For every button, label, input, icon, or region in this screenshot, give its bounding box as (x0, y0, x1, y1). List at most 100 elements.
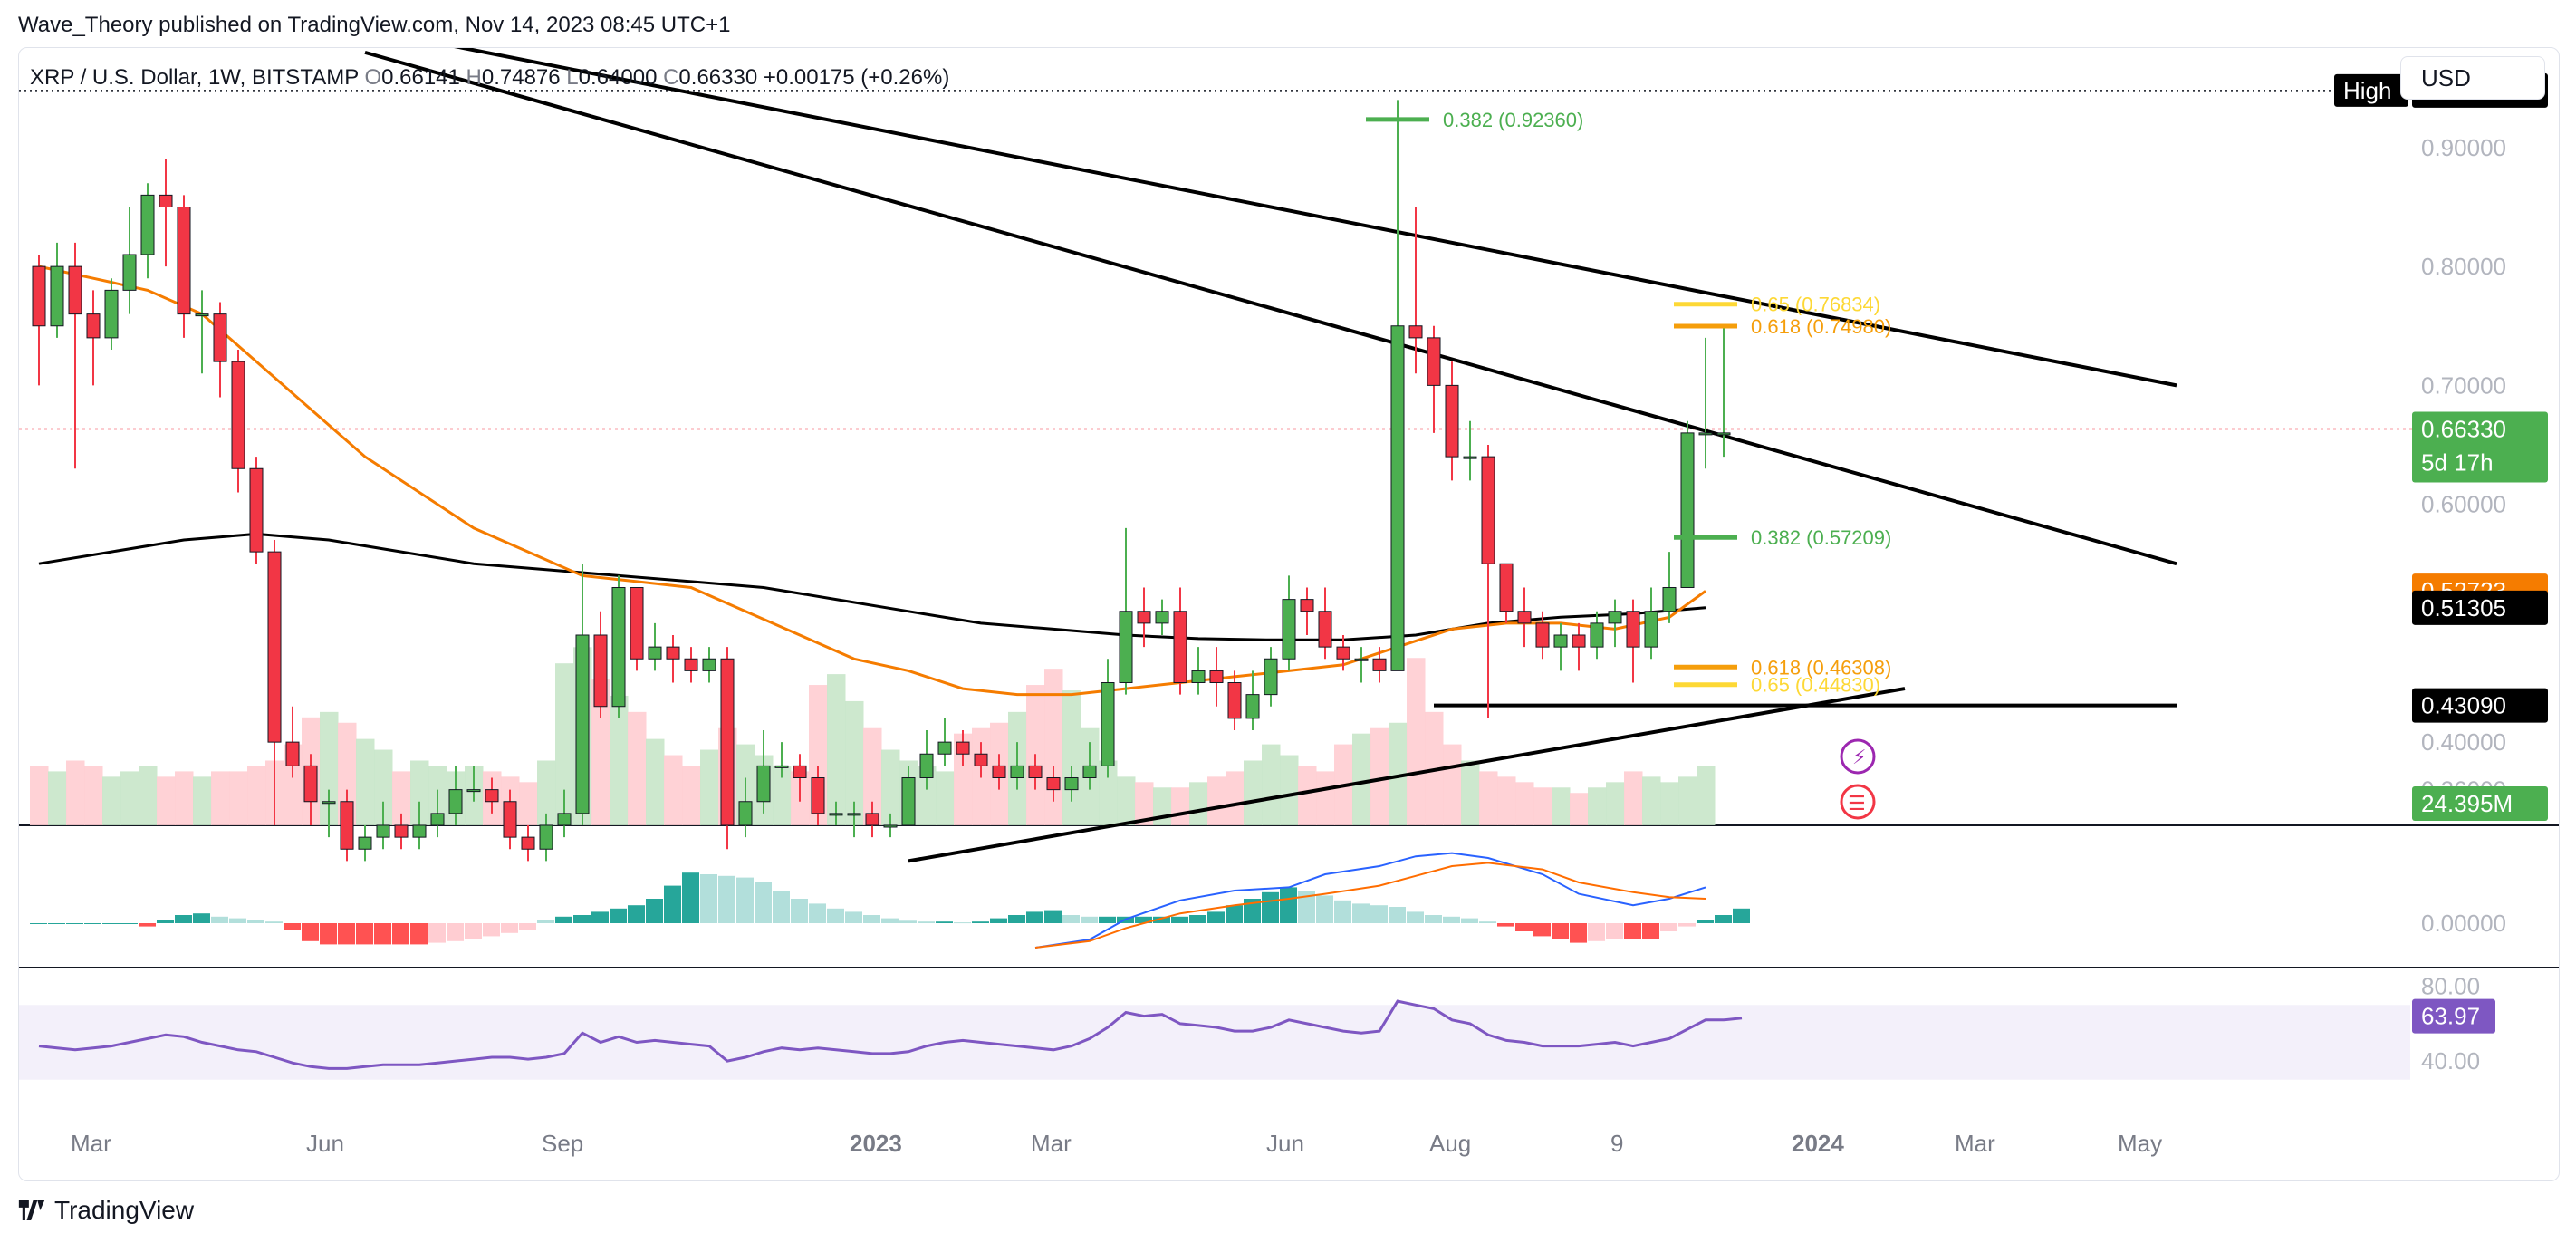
candle (702, 658, 716, 671)
macd-bar (1334, 900, 1351, 923)
macd-bar (356, 923, 373, 945)
candle (793, 765, 807, 778)
candle (1572, 634, 1586, 648)
volume-bar (338, 722, 357, 825)
time-tick: Mar (71, 1130, 111, 1157)
volume-bar (664, 755, 683, 825)
macd-bar (936, 921, 953, 923)
macd-bar (139, 923, 156, 927)
volume-bar (1588, 787, 1607, 825)
macd-bar (320, 923, 337, 945)
fib-label: 0.65 (0.44830) (1751, 674, 1880, 697)
macd-bar (736, 877, 754, 923)
candle (1535, 622, 1550, 648)
volume-bar (1389, 722, 1408, 825)
price-marker (2412, 411, 2548, 483)
macd-bar (537, 920, 554, 923)
volume-bar (1606, 782, 1625, 825)
volume-bar (1044, 669, 1063, 825)
candle (466, 789, 481, 793)
volume-bar (30, 766, 49, 825)
macd-bar (1642, 923, 1659, 939)
macd-bar (809, 903, 826, 923)
rsi-tick: 40.00 (2421, 1047, 2480, 1074)
ohlc-part: O (364, 65, 381, 90)
us-flag-icon: ☰ (1848, 793, 1866, 815)
candle (1064, 777, 1079, 791)
macd-bar (1352, 903, 1370, 923)
volume-bar (1697, 766, 1716, 825)
macd-bar (1008, 915, 1025, 923)
candle (50, 265, 64, 327)
currency-button[interactable]: USD (2400, 56, 2545, 100)
price-marker-value: 0.43090 (2421, 692, 2506, 719)
candle (159, 194, 173, 207)
candle (593, 634, 608, 708)
macd-bar (465, 923, 482, 939)
macd-bar (265, 921, 283, 923)
volume-bar (102, 776, 121, 825)
time-tick: Mar (1031, 1130, 1072, 1157)
macd-bar (247, 920, 264, 923)
macd-bar (1515, 923, 1533, 931)
volume-bar (1171, 787, 1190, 825)
macd-bar (1135, 916, 1152, 923)
macd-bar (84, 923, 101, 924)
volume-bar (1262, 744, 1281, 825)
macd-bar (845, 911, 862, 923)
volume-bar (1117, 776, 1136, 825)
price-tick: 0.40000 (2421, 728, 2506, 756)
macd-bar (1479, 921, 1496, 923)
candle (883, 824, 898, 828)
volume-bar (410, 760, 429, 825)
volume-bar (193, 776, 212, 825)
macd-bar (229, 918, 246, 923)
macd-line (1034, 852, 1706, 949)
macd-bar (1660, 923, 1677, 931)
candle (1716, 432, 1731, 436)
macd-bar (175, 915, 192, 923)
candle (1173, 611, 1187, 683)
volume-bar (48, 771, 67, 825)
macd-bar (899, 920, 917, 923)
price-chart[interactable]: 0.382 (0.92360) 0.65 (0.76834)0.618 (0.74… (19, 48, 2559, 1180)
macd-bar (1262, 891, 1279, 923)
price-tick: 0.60000 (2421, 491, 2506, 518)
rsi-tick: 80.00 (2421, 973, 2480, 1000)
macd-bar (1606, 923, 1623, 939)
volume-bar (1099, 760, 1118, 825)
chart-frame[interactable]: 0.382 (0.92360) 0.65 (0.76834) 0.618 (0.74… (18, 47, 2560, 1181)
candle (340, 801, 354, 850)
macd-bar (1733, 908, 1750, 923)
candle (358, 836, 372, 850)
macd-bar (1153, 916, 1170, 923)
ohlc-part: +0.00175 (+0.26%) (764, 65, 950, 90)
macd-bar (66, 923, 83, 924)
price-tick: 0.80000 (2421, 253, 2506, 280)
volume-bar (1316, 771, 1335, 825)
candle (213, 313, 227, 362)
candle (285, 741, 300, 766)
candle (648, 646, 662, 660)
volume-bar (1298, 766, 1317, 825)
macd-tick: 0.00000 (2421, 910, 2506, 937)
volume-bar (1624, 771, 1643, 825)
volume-bar (1244, 760, 1263, 825)
candle (684, 658, 698, 671)
us-flag-icon (1840, 784, 1876, 820)
candle (1101, 682, 1115, 766)
macd-bar (918, 921, 935, 923)
candle (231, 361, 245, 469)
candle (992, 765, 1006, 778)
candle (430, 813, 445, 826)
volume-bar (320, 711, 339, 825)
candle (666, 646, 680, 660)
macd-bar (990, 918, 1007, 923)
candle (1499, 563, 1514, 612)
volume-bar (591, 679, 610, 825)
brand-name: TradingView (54, 1196, 195, 1224)
candle (847, 813, 861, 816)
macd-bar (1588, 923, 1605, 941)
candle (1390, 325, 1405, 671)
candle (575, 634, 590, 814)
